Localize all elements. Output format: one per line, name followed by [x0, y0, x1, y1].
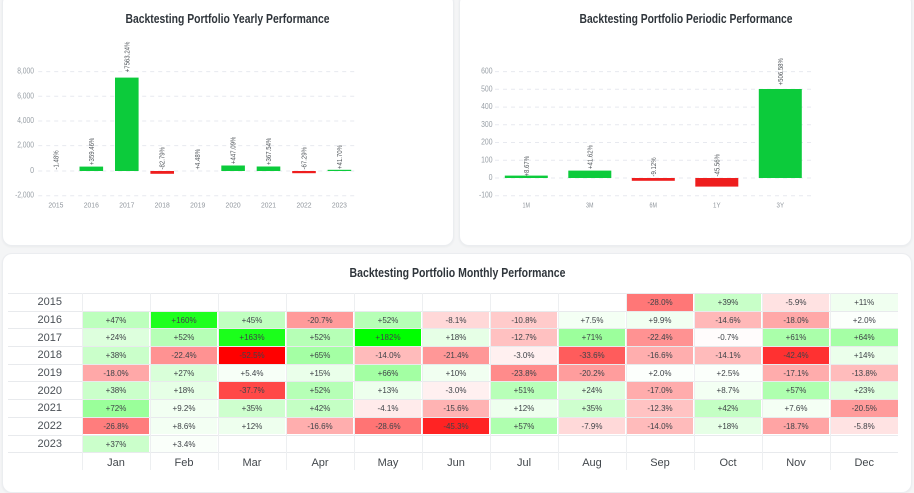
- svg-text:2022: 2022: [296, 201, 311, 210]
- svg-text:+7563.24%: +7563.24%: [123, 41, 131, 72]
- svg-text:-82.79%: -82.79%: [159, 146, 167, 169]
- svg-text:+359.46%: +359.46%: [88, 137, 96, 165]
- svg-text:2018: 2018: [155, 201, 170, 210]
- svg-text:+41.70%: +41.70%: [336, 144, 344, 169]
- svg-text:2017: 2017: [119, 201, 134, 210]
- svg-text:500: 500: [481, 84, 493, 93]
- svg-text:2015: 2015: [48, 201, 63, 210]
- svg-text:2016: 2016: [84, 201, 99, 210]
- svg-text:+41.62%: +41.62%: [586, 144, 594, 169]
- svg-text:Backtesting Portfolio Yearly P: Backtesting Portfolio Yearly Performance: [126, 12, 330, 26]
- svg-text:2,000: 2,000: [17, 141, 34, 150]
- svg-text:8,000: 8,000: [17, 67, 34, 76]
- svg-text:+506.58%: +506.58%: [777, 58, 785, 86]
- svg-text:-9.12%: -9.12%: [650, 157, 658, 177]
- svg-text:1Y: 1Y: [713, 201, 721, 210]
- svg-text:6M: 6M: [650, 201, 658, 210]
- svg-text:Backtesting Portfolio Periodic: Backtesting Portfolio Periodic Performan…: [580, 12, 793, 26]
- svg-text:2019: 2019: [190, 201, 205, 210]
- svg-text:200: 200: [481, 138, 493, 147]
- svg-text:300: 300: [481, 120, 493, 129]
- svg-text:+8.67%: +8.67%: [523, 155, 531, 176]
- svg-text:+367.54%: +367.54%: [265, 137, 273, 165]
- svg-text:0: 0: [30, 166, 34, 175]
- svg-text:-2,000: -2,000: [15, 191, 34, 200]
- svg-text:6,000: 6,000: [17, 91, 34, 100]
- svg-text:4,000: 4,000: [17, 116, 34, 125]
- svg-text:+4.48%: +4.48%: [194, 148, 202, 169]
- svg-text:2021: 2021: [261, 201, 276, 210]
- svg-text:-67.29%: -67.29%: [301, 146, 309, 169]
- svg-text:600: 600: [481, 67, 493, 76]
- svg-text:2020: 2020: [226, 201, 241, 210]
- svg-text:-100: -100: [479, 191, 493, 200]
- svg-text:400: 400: [481, 102, 493, 111]
- svg-text:3Y: 3Y: [777, 201, 785, 210]
- svg-text:100: 100: [481, 155, 493, 164]
- svg-text:1M: 1M: [523, 201, 531, 210]
- svg-text:3M: 3M: [586, 201, 594, 210]
- svg-text:-1.48%: -1.48%: [52, 150, 60, 170]
- svg-text:-45.56%: -45.56%: [713, 153, 721, 176]
- svg-text:2023: 2023: [332, 201, 347, 210]
- svg-text:0: 0: [489, 173, 493, 182]
- svg-text:+447.09%: +447.09%: [230, 136, 238, 164]
